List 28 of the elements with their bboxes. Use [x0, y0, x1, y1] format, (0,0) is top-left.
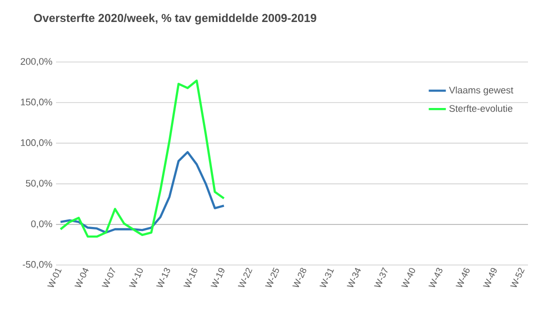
y-tick-label: 100,0%: [20, 139, 52, 148]
x-tick-label: W-49: [482, 268, 497, 288]
x-tick-label: W-43: [428, 268, 442, 288]
x-tick-label: W-01: [47, 268, 62, 288]
x-tick-label: W-13: [156, 268, 170, 288]
line-series: [59, 80, 226, 238]
x-tick-label: W-04: [74, 268, 89, 288]
x-tick-label: W-37: [374, 267, 388, 288]
y-tick-label: 0,0%: [31, 220, 52, 228]
y-tick-label: 50,0%: [26, 180, 52, 188]
legend-label: Sterfte-evolutie: [449, 104, 512, 112]
x-tick-label: W-40: [401, 268, 416, 288]
x-tick-label: W-28: [292, 268, 306, 288]
x-tick-label: W-52: [510, 268, 525, 288]
x-tick-label: W-22: [238, 268, 252, 288]
x-tick-label: W-25: [265, 268, 279, 288]
y-tick-label: 150,0%: [20, 98, 52, 107]
x-tick-label: W-46: [456, 268, 470, 288]
x-tick-label: W-19: [210, 268, 224, 288]
legend-label: Vlaams gewest: [448, 86, 514, 96]
x-tick-label: W-16: [183, 268, 198, 288]
x-tick-label: W-07: [102, 267, 116, 288]
x-tick-label: W-34: [346, 268, 361, 288]
y-tick-label: 200,0%: [20, 58, 52, 66]
y-tick-label: -50,0%: [22, 261, 52, 269]
x-tick-label: W-10: [128, 268, 143, 288]
x-tick-label: W-31: [320, 268, 334, 288]
chart-title: Oversterfte 2020/week, % tav gemiddelde 2009-2019: [34, 14, 316, 24]
